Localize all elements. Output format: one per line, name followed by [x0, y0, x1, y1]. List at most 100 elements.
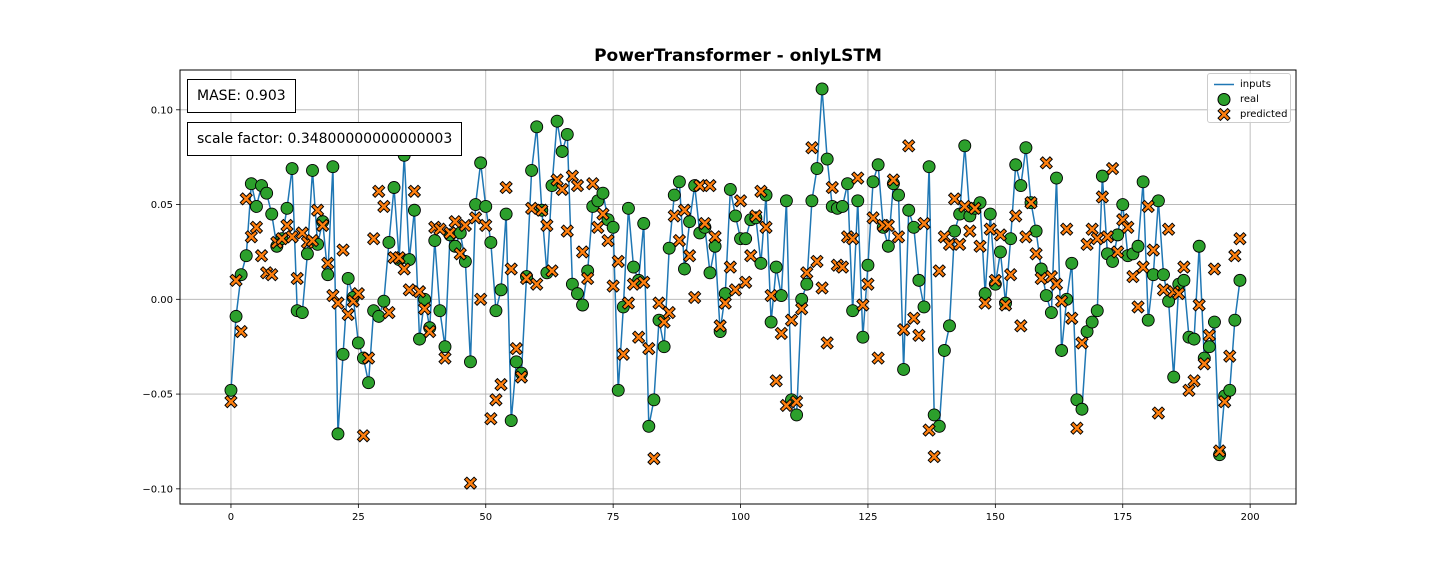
real-point: [1044, 306, 1058, 320]
x-tick-label: 75: [607, 512, 620, 523]
predicted-point: [540, 218, 554, 233]
predicted-point: [891, 230, 906, 244]
real-point: [413, 332, 426, 346]
real-point: [993, 245, 1007, 259]
predicted-point: [917, 216, 931, 231]
predicted-point: [1197, 357, 1211, 371]
predicted-point: [591, 220, 605, 234]
predicted-point: [749, 209, 763, 223]
real-point: [306, 163, 319, 177]
predicted-point: [463, 476, 478, 490]
predicted-point: [693, 178, 707, 193]
real-point: [239, 249, 253, 263]
predicted-point: [1121, 220, 1135, 234]
predicted-point: [845, 231, 860, 246]
predicted-point: [1075, 336, 1089, 350]
real-point: [504, 414, 518, 428]
predicted-point: [631, 330, 646, 344]
predicted-point: [1085, 222, 1099, 236]
predicted-point: [978, 296, 992, 310]
predicted-point: [601, 233, 615, 248]
predicted-point: [1034, 271, 1048, 286]
predicted-point: [234, 324, 248, 339]
real-point: [1233, 273, 1247, 287]
real-point: [678, 262, 691, 276]
predicted-point: [443, 226, 457, 240]
real-point: [892, 188, 905, 202]
predicted-point: [637, 275, 651, 289]
real-point: [321, 268, 335, 282]
real-point: [1034, 262, 1048, 276]
y-tick-label: 0.05: [151, 200, 173, 211]
real-point: [662, 241, 676, 255]
real-point: [494, 283, 508, 297]
real-point: [774, 289, 788, 302]
predicted-point: [1024, 195, 1038, 210]
real-point: [326, 160, 340, 174]
real-point: [489, 304, 503, 318]
predicted-point: [993, 228, 1008, 242]
x-tick-label: 175: [1113, 512, 1132, 523]
predicted-point: [397, 262, 411, 276]
real-point: [627, 260, 640, 274]
predicted-point: [738, 275, 753, 289]
predicted-point: [973, 239, 987, 253]
real-point: [260, 186, 274, 200]
predicted-point: [1136, 260, 1150, 274]
mase-annotation: MASE: 0.903: [187, 79, 296, 113]
real-point: [229, 309, 243, 323]
predicted-point: [728, 283, 743, 297]
predicted-point: [698, 216, 712, 231]
predicted-point: [759, 220, 773, 234]
predicted-point: [907, 311, 921, 325]
real-point: [983, 207, 997, 221]
predicted-point: [1187, 374, 1201, 388]
predicted-point: [677, 203, 692, 217]
predicted-point: [310, 203, 325, 217]
real-point: [1202, 340, 1216, 354]
real-point: [978, 287, 992, 301]
predicted-point: [896, 322, 911, 337]
legend-label-real: real: [1240, 94, 1259, 105]
real-point: [1085, 315, 1099, 329]
real-point: [1065, 256, 1079, 270]
predicted-point: [871, 351, 885, 365]
predicted-point: [489, 393, 503, 407]
scale-factor-annotation: scale factor: 0.34800000000000003: [187, 122, 463, 156]
real-point: [754, 256, 768, 270]
real-point: [474, 156, 488, 170]
predicted-point: [499, 180, 513, 195]
predicted-point: [667, 209, 681, 223]
x-tick-label: 200: [1241, 512, 1260, 523]
real-point: [810, 162, 824, 176]
real-point: [764, 315, 778, 329]
y-tick-label: −0.05: [142, 390, 173, 401]
real-point: [922, 160, 936, 174]
predicted-point: [361, 351, 376, 365]
real-point: [280, 201, 294, 215]
real-point: [555, 145, 569, 158]
real-point: [428, 234, 442, 248]
predicted-point: [774, 326, 788, 341]
predicted-point: [372, 184, 386, 198]
predicted-point: [377, 199, 391, 214]
predicted-point: [626, 277, 641, 291]
real-point: [815, 82, 829, 96]
real-point: [382, 236, 396, 249]
predicted-point: [290, 271, 304, 286]
predicted-point: [1141, 199, 1155, 214]
predicted-point: [575, 245, 590, 259]
real-point: [1187, 332, 1201, 346]
real-point: [1208, 315, 1221, 329]
real-point: [433, 304, 447, 318]
real-point: [912, 273, 926, 287]
predicted-point: [820, 336, 834, 350]
predicted-point: [764, 288, 778, 303]
x-tick-label: 50: [479, 512, 492, 523]
real-point: [795, 292, 809, 306]
real-point: [856, 330, 870, 344]
predicted-point: [769, 374, 783, 388]
predicted-point: [733, 194, 748, 208]
real-point: [438, 340, 452, 354]
